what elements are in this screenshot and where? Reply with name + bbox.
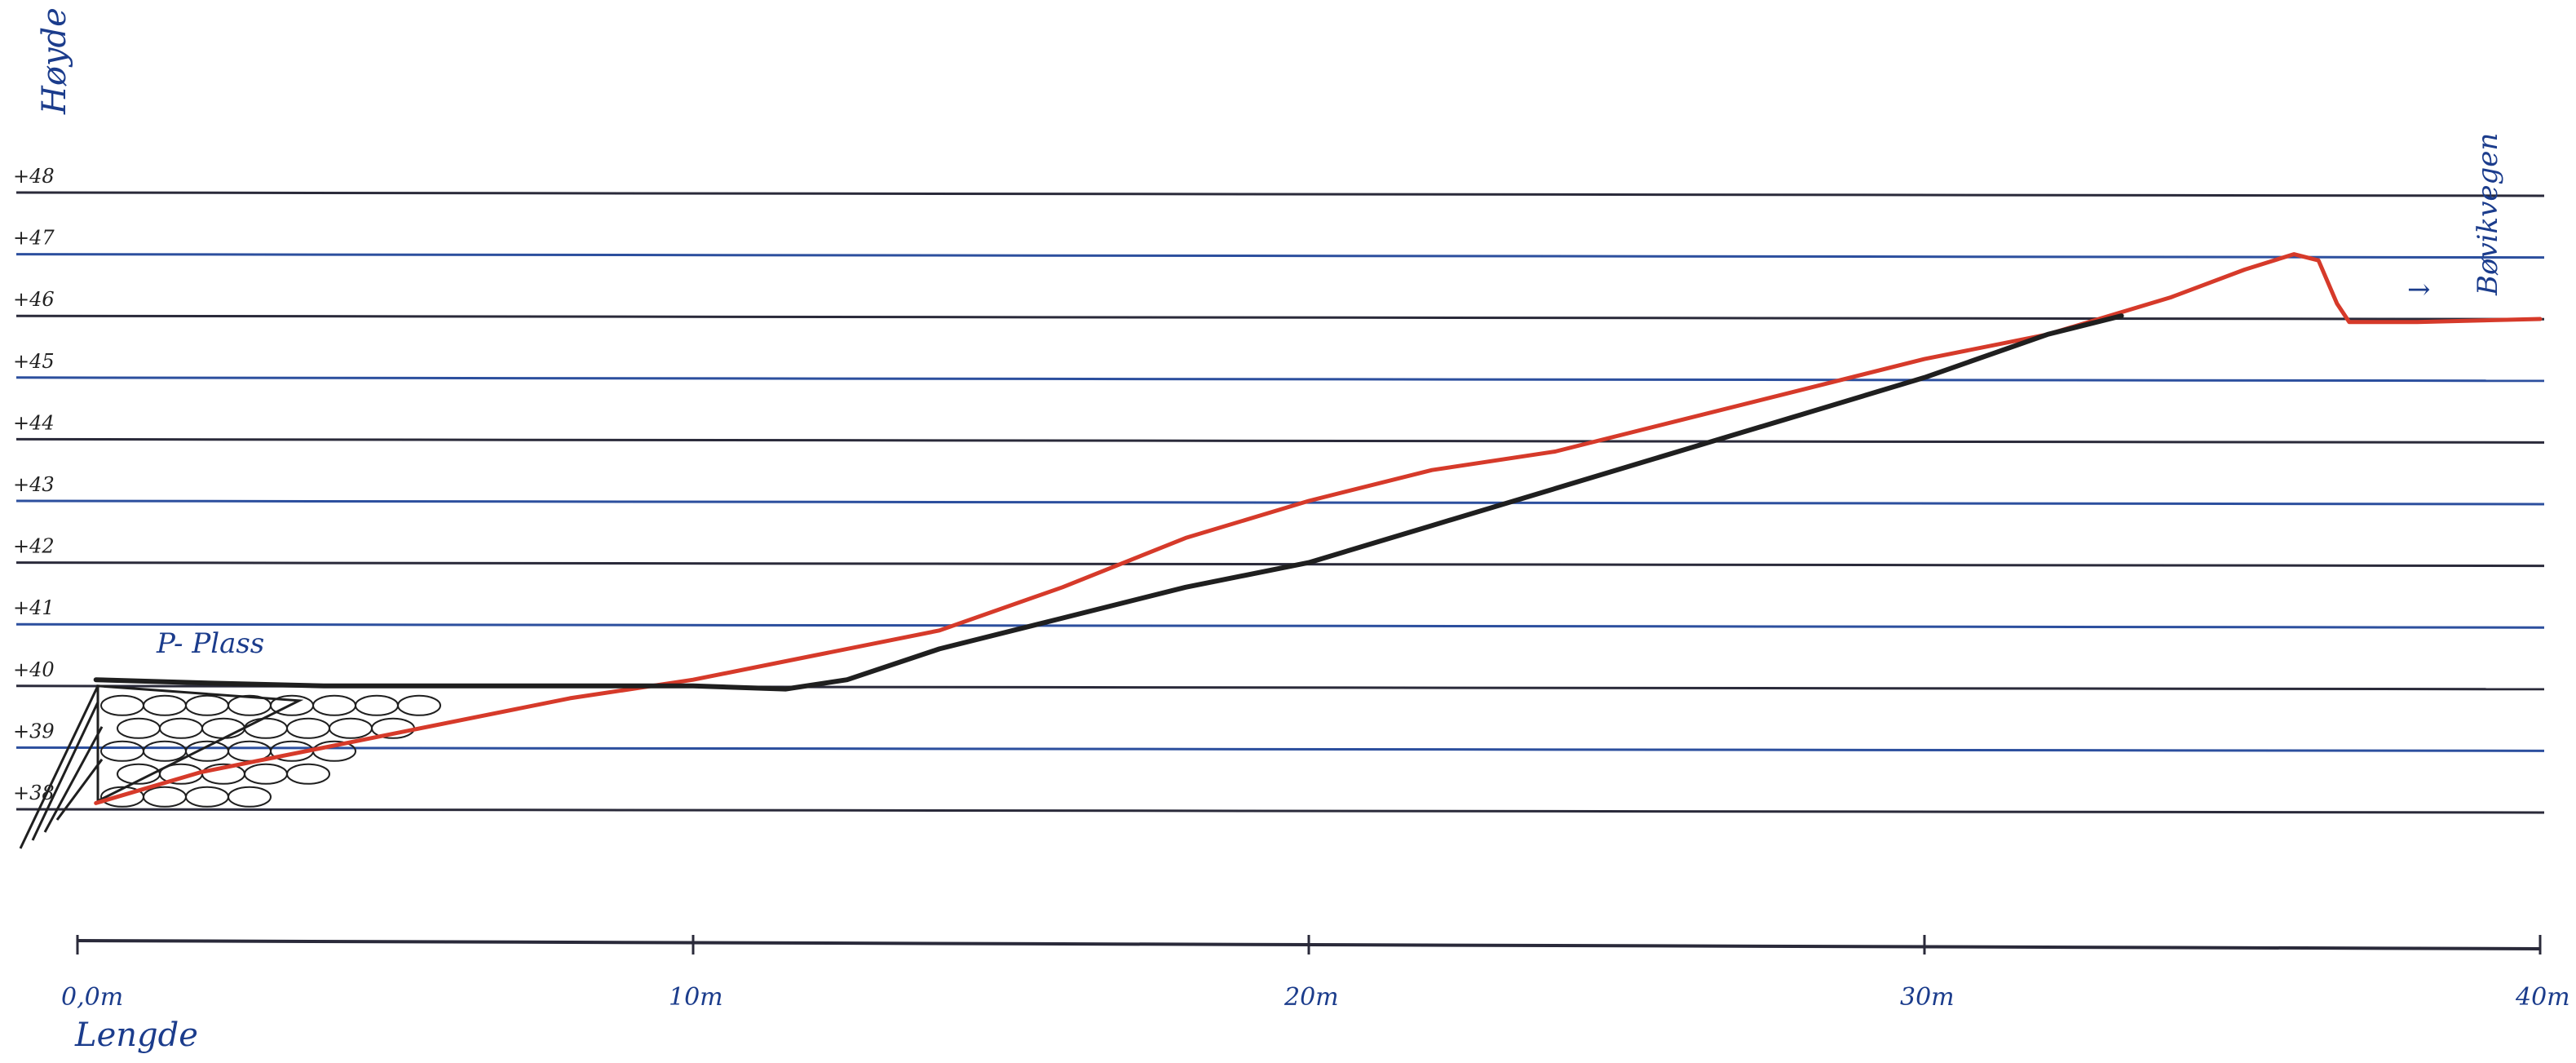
y-tick-label: +46	[13, 288, 55, 311]
stone-icon	[228, 786, 272, 808]
y-tick-label: +44	[13, 411, 55, 434]
x-tick-label: 30m	[1900, 983, 1955, 1012]
y-tick-label: +47	[13, 227, 55, 250]
stone-icon	[185, 740, 229, 762]
gridline-41	[15, 622, 2545, 629]
embankment-slope	[19, 685, 104, 849]
gridline-42	[15, 561, 2545, 568]
y-tick-label: +48	[13, 165, 55, 188]
stone-icon	[185, 694, 229, 716]
x-axis-title: Lengde	[74, 1016, 198, 1054]
gridline-48	[15, 191, 2545, 197]
y-tick-label: +43	[13, 473, 55, 496]
stone-icon	[143, 740, 187, 762]
stone-icon	[117, 717, 161, 739]
stone-icon	[397, 694, 441, 716]
stone-icon	[201, 717, 245, 739]
stone-icon	[100, 740, 144, 762]
stone-icon	[286, 717, 330, 739]
road-arrow-icon: →	[2407, 273, 2431, 306]
stone-icon	[143, 786, 187, 808]
y-tick-label: +42	[13, 535, 55, 558]
stone-icon	[100, 694, 144, 716]
y-tick-label: +45	[13, 350, 55, 373]
series-line-1	[94, 252, 2543, 805]
y-tick-label: +40	[13, 658, 55, 681]
gridline-43	[15, 499, 2545, 506]
gridline-39	[15, 746, 2545, 752]
series-line-2	[93, 313, 2124, 692]
gridline-38	[15, 808, 2545, 814]
series-lines	[93, 252, 2543, 805]
y-tick-labels: +38+39+40+41+42+43+44+45+46+47+48	[13, 165, 55, 804]
stone-icon	[312, 694, 356, 716]
y-axis-title: Høyde	[36, 7, 73, 115]
x-tick-label: 40m	[2515, 983, 2570, 1012]
x-axis: 0,0m 10m 20m 30m 40m	[61, 935, 2570, 1012]
stone-icon	[185, 786, 229, 808]
gridline-46	[15, 314, 2545, 321]
x-tick-label: 0,0m	[61, 983, 123, 1012]
parking-annotation: P- Plass	[156, 627, 264, 660]
gridline-47	[15, 253, 2545, 259]
x-tick-label: 20m	[1284, 983, 1339, 1012]
stone-icon	[244, 717, 288, 739]
gridline-45	[15, 376, 2545, 383]
gridline-44	[15, 437, 2545, 444]
x-tick-label: 10m	[669, 983, 723, 1012]
stone-icon	[329, 717, 373, 739]
stone-icon	[244, 763, 288, 785]
stone-icon	[228, 694, 272, 716]
stone-icon	[159, 717, 203, 739]
y-tick-label: +41	[13, 596, 55, 619]
stone-icon	[286, 763, 330, 785]
parking-fill-outline	[96, 684, 304, 804]
parking-fill-stones	[19, 684, 441, 849]
road-annotation: Bøvikvegen	[2472, 133, 2504, 296]
horizontal-gridlines	[15, 191, 2545, 814]
stone-icon	[355, 694, 399, 716]
y-tick-label: +39	[13, 720, 55, 742]
stone-icon	[143, 694, 187, 716]
